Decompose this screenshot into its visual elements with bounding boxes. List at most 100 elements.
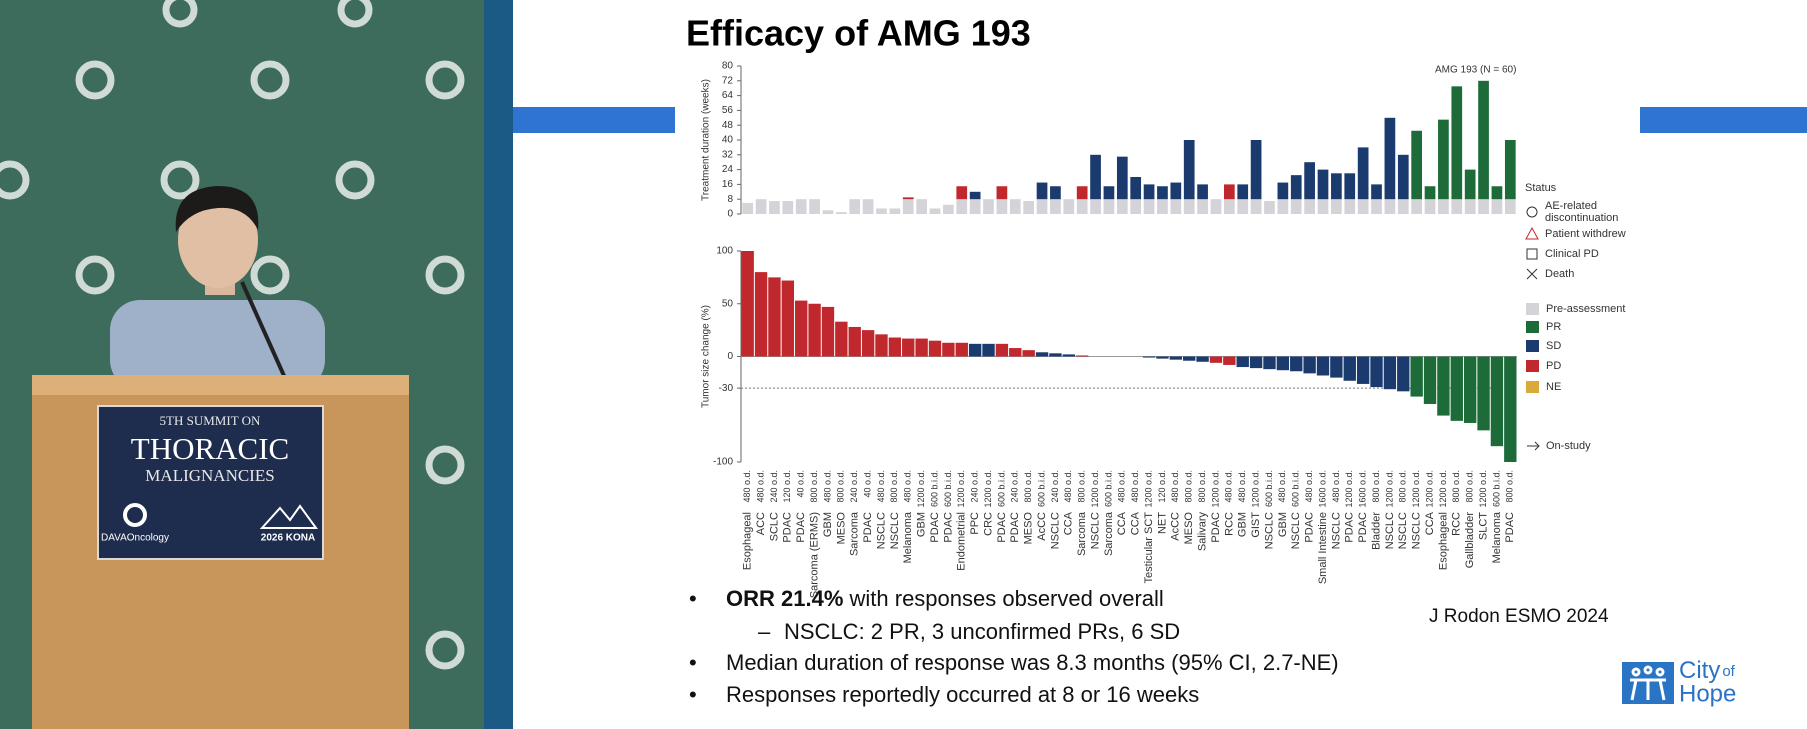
x-tick-label: PPC [969,512,981,535]
bar [1290,356,1303,372]
dose-label: 600 b.i.d. [1036,470,1046,507]
dose-label: 1200 o.d. [1438,470,1448,508]
legend-label: AE-related [1545,200,1597,212]
x-tick-label: PDAC [1344,512,1356,543]
legend-label: Patient withdrew [1545,228,1626,240]
x-tick-label: Melanoma [1491,511,1503,563]
dose-label: 480 o.d. [1237,470,1247,503]
legend-symbol [1526,268,1538,280]
dose-label: 1200 o.d. [1250,470,1260,508]
dose-label: 480 o.d. [1117,470,1127,503]
treatment-bar [1357,147,1369,200]
bar [821,306,835,357]
dose-label: 240 o.d. [769,470,779,503]
x-tick-label: Testicular SCT [1143,512,1155,584]
bar [1169,356,1183,360]
dose-label: 480 o.d. [1277,470,1287,503]
legend-label: On-study [1546,440,1591,452]
sign-logo-icon [123,503,147,527]
pre-assessment-bar [1277,199,1289,214]
treatment-bar [1170,182,1182,200]
sign-logo: DAVAOncology [101,533,169,544]
x-tick-label: PDAC [1009,512,1021,543]
pre-assessment-bar [1478,199,1489,214]
pre-assessment-bar [1090,199,1101,214]
x-tick-label: PDAC [1304,512,1316,543]
pre-assessment-bar [876,208,887,214]
dose-label: 1200 o.d. [956,470,966,508]
pre-assessment-bar [916,199,927,214]
pre-assessment-bar [1264,201,1275,214]
dose-label: 480 o.d. [755,470,765,503]
pre-assessment-bar [1344,199,1356,214]
pre-assessment-bar [1050,199,1061,214]
y-tick-label: 80 [722,61,734,72]
bar [1236,356,1249,368]
sign-title: THORACIC [131,431,289,466]
x-tick-label: PDAC [1210,512,1222,543]
dose-label: 240 o.d. [1050,470,1060,503]
bar [1183,356,1196,361]
dose-label: 1200 o.d. [916,470,926,508]
treatment-bar [1143,184,1155,200]
pre-assessment-bar [862,199,874,214]
treatment-bar [1050,186,1061,200]
treatment-bar [1116,156,1128,200]
pre-assessment-bar [1237,199,1249,214]
y-tick-label: 32 [722,149,734,160]
x-tick-label: NSCLC [1263,512,1275,549]
pre-assessment-bar [1384,199,1396,214]
x-tick-label: SCLC [768,512,780,541]
treatment-bar [1197,184,1208,200]
y-axis-label: Treatment duration (weeks) [701,79,712,201]
dose-label: 480 o.d. [1224,470,1234,503]
x-tick-label: NSCLC [1330,512,1342,549]
pre-assessment-bar [902,199,914,214]
sub-bullet-marker: – [758,619,771,644]
treatment-bar [1103,186,1115,200]
bar [1356,356,1370,384]
bar [942,342,955,357]
dose-label: 40 o.d. [862,470,872,498]
legend-swatch [1526,360,1539,372]
x-tick-label: PDAC [996,512,1008,543]
treatment-bar [1090,154,1101,200]
bar [1049,353,1062,357]
dose-label: 480 o.d. [876,470,886,503]
bar [1223,356,1236,365]
legend-symbol [1527,441,1540,451]
podium-top [32,375,409,395]
pre-assessment-bar [889,208,901,214]
dose-label: 1200 o.d. [1210,470,1220,508]
treatment-bar [1277,182,1289,200]
legend-swatch [1526,381,1539,393]
annotation: AMG 193 (N = 60) [1435,65,1516,76]
treatment-bar [1290,175,1302,200]
pre-assessment-bar [1130,199,1142,214]
pre-assessment-bar [996,199,1008,214]
x-tick-label: AcCC [1036,512,1048,541]
bar [1477,356,1490,431]
bar [835,321,848,357]
x-tick-label: Small Intestine [1317,512,1329,584]
treatment-bar [1504,140,1516,200]
bar [768,277,781,357]
bullet-bold: ORR 21.4% [726,586,843,611]
bar [1450,356,1463,421]
x-tick-label: Sarcoma [1076,511,1088,556]
pre-assessment-bar [755,199,767,214]
pre-assessment-bar [1157,199,1168,214]
dose-label: 800 o.d. [1077,470,1087,503]
sign-logo: 2026 KONA [261,533,315,544]
x-tick-label: GBM [916,512,928,537]
treatment-bar [1183,140,1195,200]
y-tick-label: 24 [722,164,734,175]
treatment-bar [1317,169,1329,200]
dose-label: 480 o.d. [1170,470,1180,503]
x-tick-label: PDAC [1357,512,1369,543]
x-tick-label: ACC [755,512,767,535]
treatment-bar [1491,186,1503,200]
treatment-bar [1438,119,1449,200]
legend-label: Pre-assessment [1546,303,1625,315]
